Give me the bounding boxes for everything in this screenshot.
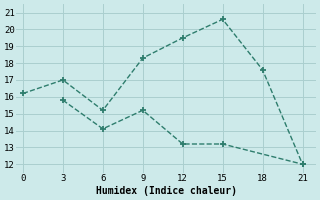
X-axis label: Humidex (Indice chaleur): Humidex (Indice chaleur) bbox=[96, 186, 236, 196]
